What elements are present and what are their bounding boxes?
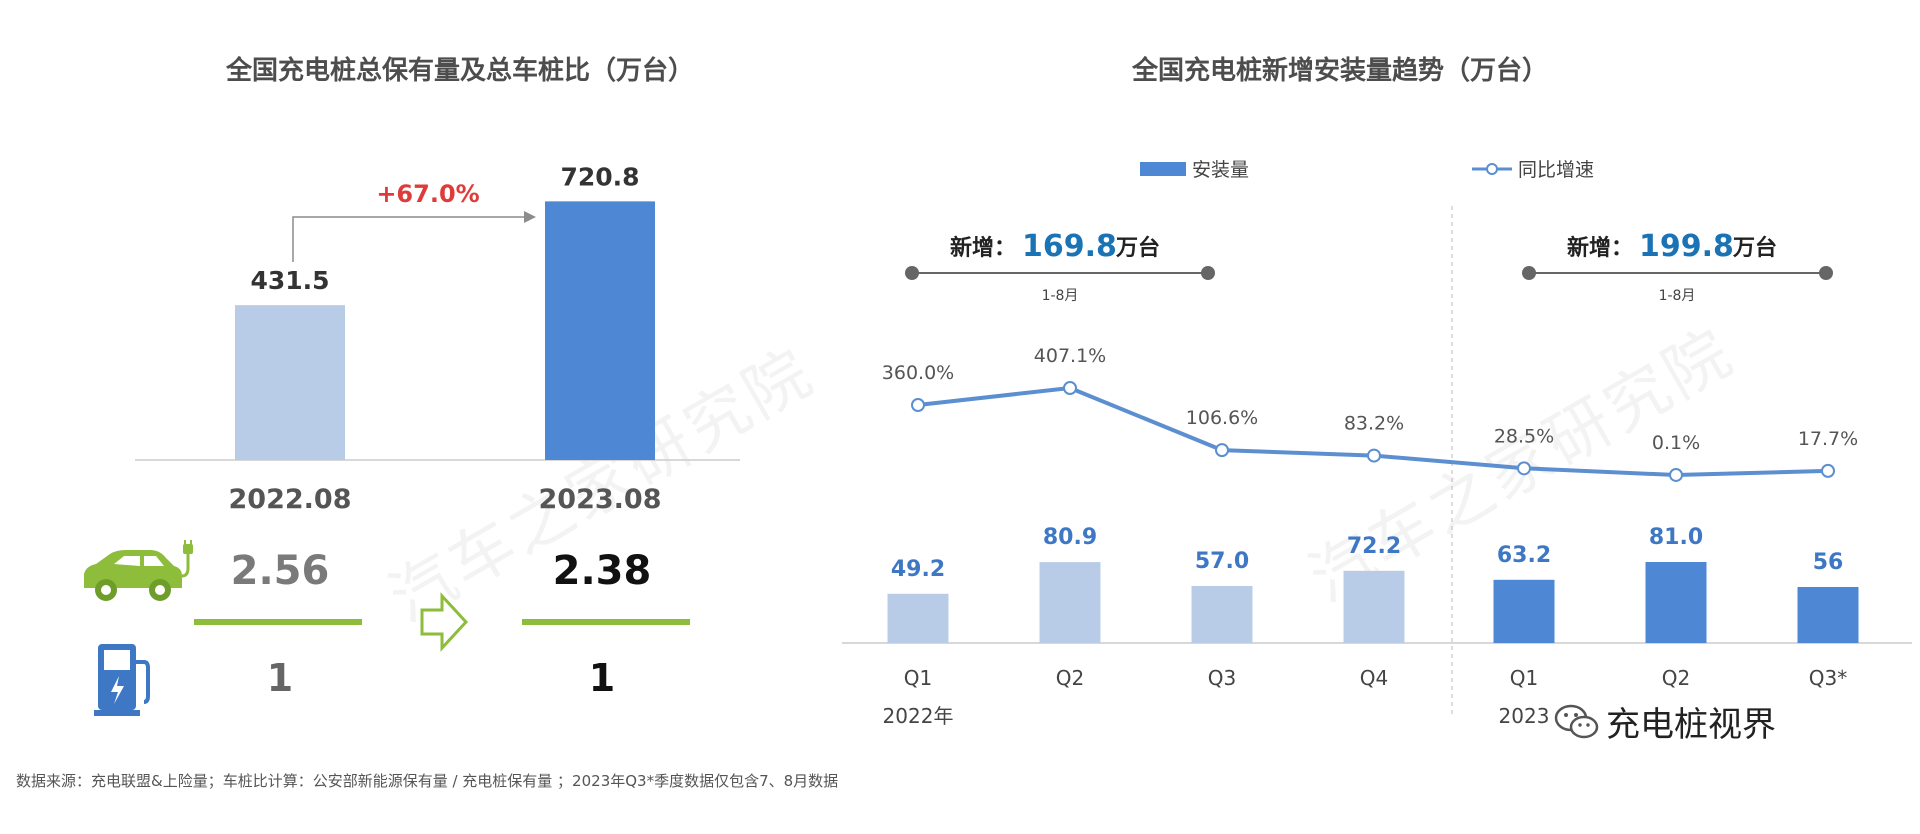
- legend-bar-swatch: [1140, 162, 1186, 176]
- growth-marker-2023-q2: [1669, 467, 1683, 482]
- install-value-2023-q1: 63.2: [1497, 543, 1551, 568]
- category-2022-q3: Q3: [1208, 666, 1236, 690]
- charging-station-icon: [94, 644, 150, 716]
- install-bar-2022-q3: [1191, 586, 1253, 643]
- growth-label-2023-q1: 28.5%: [1494, 425, 1554, 447]
- category-2023-q2: Q2: [1662, 666, 1690, 690]
- left-bar-2023-08: [545, 201, 655, 461]
- ratio-arrow-icon: [420, 592, 469, 652]
- summary-2022-range-start: [905, 266, 919, 280]
- left-value-label-2022-08: 431.5: [250, 266, 329, 295]
- right-chart-title: 全国充电桩新增安装量趋势（万台）: [1131, 56, 1549, 86]
- category-2023-q1: Q1: [1510, 666, 1538, 690]
- growth-marker-2022-q3: [1215, 443, 1229, 458]
- install-value-2023-q2: 81.0: [1649, 525, 1703, 550]
- growth-marker-2022-q4: [1367, 448, 1381, 463]
- brand-overlay: 充电桩视界: [1548, 695, 1782, 748]
- install-bar-2022-q4: [1343, 570, 1405, 643]
- ratio-after-value: 2.38: [552, 548, 652, 594]
- left-value-label-2023-08: 720.8: [560, 162, 639, 191]
- summary-2022-unit: 万台: [1115, 235, 1160, 261]
- summary-2022-period: 1-8月: [1042, 288, 1079, 304]
- summary-2022-prefix: 新增：: [950, 235, 1016, 261]
- install-value-2022-q4: 72.2: [1347, 534, 1401, 559]
- legend-label-yoy-growth: 同比增速: [1518, 159, 1594, 181]
- electric-car-icon: [84, 540, 193, 601]
- growth-label-2023-q2: 0.1%: [1652, 432, 1700, 454]
- legend-line-marker: [1486, 163, 1498, 175]
- right-combo-chart: 安装量 同比增速 新增： 169.8 万台 1-8月 新增： 199.8 万台 …: [842, 159, 1912, 728]
- summary-2023-period: 1-8月: [1659, 288, 1696, 304]
- growth-label-2022-q3: 106.6%: [1186, 407, 1258, 429]
- ratio-after-divider: [522, 619, 690, 625]
- install-bar-2023-q2: [1645, 562, 1707, 643]
- install-bar-2022-q1: [887, 593, 949, 643]
- year-label-2023: 2023: [1499, 704, 1550, 728]
- left-bar-2022-08: [235, 305, 345, 460]
- growth-arrow-head: [524, 211, 536, 223]
- growth-marker-2022-q1: [911, 397, 925, 412]
- install-value-2023-q3: 56: [1813, 550, 1844, 575]
- growth-label-2022-q1: 360.0%: [882, 362, 954, 384]
- summary-2022-value: 169.8: [1022, 229, 1117, 264]
- left-chart-title: 全国充电桩总保有量及总车桩比（万台）: [225, 56, 695, 86]
- category-2023-q3: Q3*: [1809, 666, 1847, 690]
- category-2022-q2: Q2: [1056, 666, 1084, 690]
- install-value-2022-q2: 80.9: [1043, 525, 1097, 550]
- wechat-icon: [1554, 704, 1599, 738]
- brand-name: 充电桩视界: [1606, 705, 1776, 745]
- install-bar-2023-q1: [1493, 579, 1555, 643]
- growth-label-2023-q3: 17.7%: [1798, 428, 1858, 450]
- install-value-2022-q3: 57.0: [1195, 549, 1249, 574]
- ratio-before-divider: [194, 619, 362, 625]
- left-category-2022-08: 2022.08: [229, 484, 352, 515]
- ratio-after-base: 1: [588, 656, 616, 700]
- left-category-2023-08: 2023.08: [539, 484, 662, 515]
- left-bar-chart: 431.5 720.8 2022.08 2023.08 +67.0%: [135, 162, 740, 515]
- summary-2023-range-end: [1819, 266, 1833, 280]
- growth-label-2022-q4: 83.2%: [1344, 413, 1404, 435]
- growth-label: +67.0%: [376, 180, 479, 208]
- summary-2023-range-start: [1522, 266, 1536, 280]
- install-bar-2023-q3: [1797, 587, 1859, 643]
- summary-2023-value: 199.8: [1639, 229, 1734, 264]
- source-note: 数据来源：充电联盟&上险量；车桩比计算：公安部新能源保有量 / 充电桩保有量 ；…: [16, 772, 839, 790]
- install-bar-2022-q2: [1039, 562, 1101, 643]
- category-2022-q4: Q4: [1360, 666, 1388, 690]
- ratio-before-value: 2.56: [230, 548, 330, 594]
- growth-marker-2022-q2: [1063, 381, 1077, 395]
- summary-2023-prefix: 新增：: [1567, 235, 1633, 261]
- growth-label-2022-q2: 407.1%: [1034, 345, 1106, 367]
- category-2022-q1: Q1: [904, 666, 932, 690]
- growth-arrow-line: [292, 216, 525, 262]
- growth-marker-2023-q1: [1517, 461, 1531, 476]
- legend-label-installations: 安装量: [1192, 159, 1249, 181]
- year-label-2022: 2022年: [883, 704, 954, 728]
- install-value-2022-q1: 49.2: [891, 557, 945, 582]
- growth-marker-2023-q3: [1821, 463, 1835, 478]
- ratio-before-base: 1: [266, 656, 294, 700]
- summary-2022-range-end: [1201, 266, 1215, 280]
- summary-2023-unit: 万台: [1732, 235, 1777, 261]
